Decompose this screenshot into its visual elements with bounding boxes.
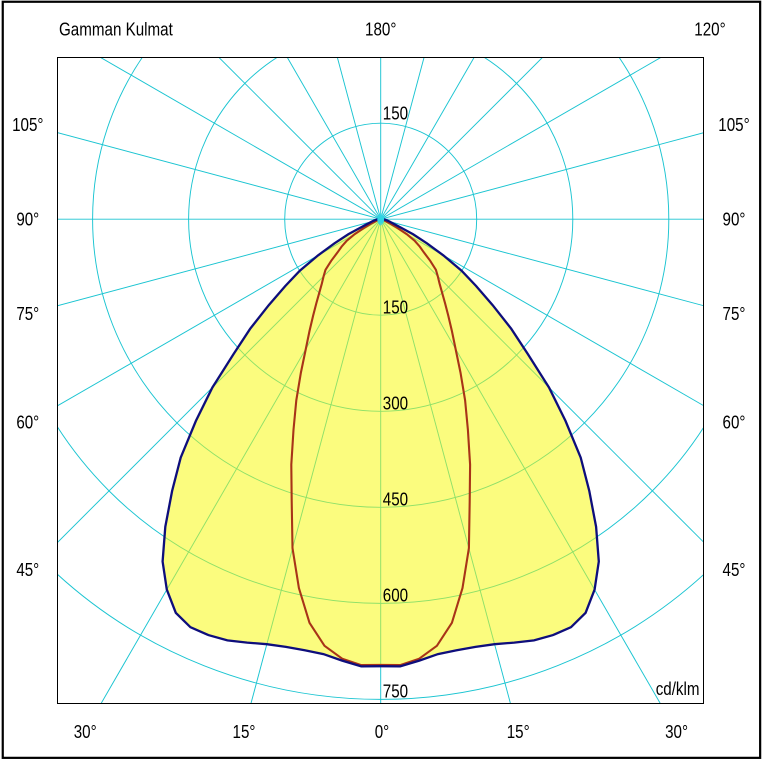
svg-text:105°: 105° [12, 114, 43, 135]
svg-text:30°: 30° [74, 721, 97, 742]
svg-text:Gamman Kulmat: Gamman Kulmat [59, 18, 173, 39]
svg-text:120°: 120° [694, 18, 725, 39]
svg-text:600: 600 [383, 585, 408, 606]
svg-text:15°: 15° [233, 721, 256, 742]
svg-text:30°: 30° [665, 721, 688, 742]
svg-text:75°: 75° [723, 303, 746, 324]
svg-text:300: 300 [383, 393, 408, 414]
svg-text:750: 750 [383, 681, 408, 702]
svg-text:90°: 90° [16, 209, 39, 230]
svg-text:cd/klm: cd/klm [656, 678, 700, 699]
svg-text:90°: 90° [723, 209, 746, 230]
svg-text:60°: 60° [16, 412, 39, 433]
svg-text:105°: 105° [718, 114, 749, 135]
svg-text:0°: 0° [375, 721, 390, 742]
svg-text:45°: 45° [723, 559, 746, 580]
svg-text:150: 150 [383, 296, 408, 317]
svg-text:60°: 60° [723, 412, 746, 433]
svg-text:180°: 180° [365, 18, 396, 39]
svg-text:150: 150 [383, 102, 408, 123]
svg-text:75°: 75° [16, 303, 39, 324]
svg-text:15°: 15° [507, 721, 530, 742]
svg-text:45°: 45° [16, 559, 39, 580]
svg-text:450: 450 [383, 489, 408, 510]
